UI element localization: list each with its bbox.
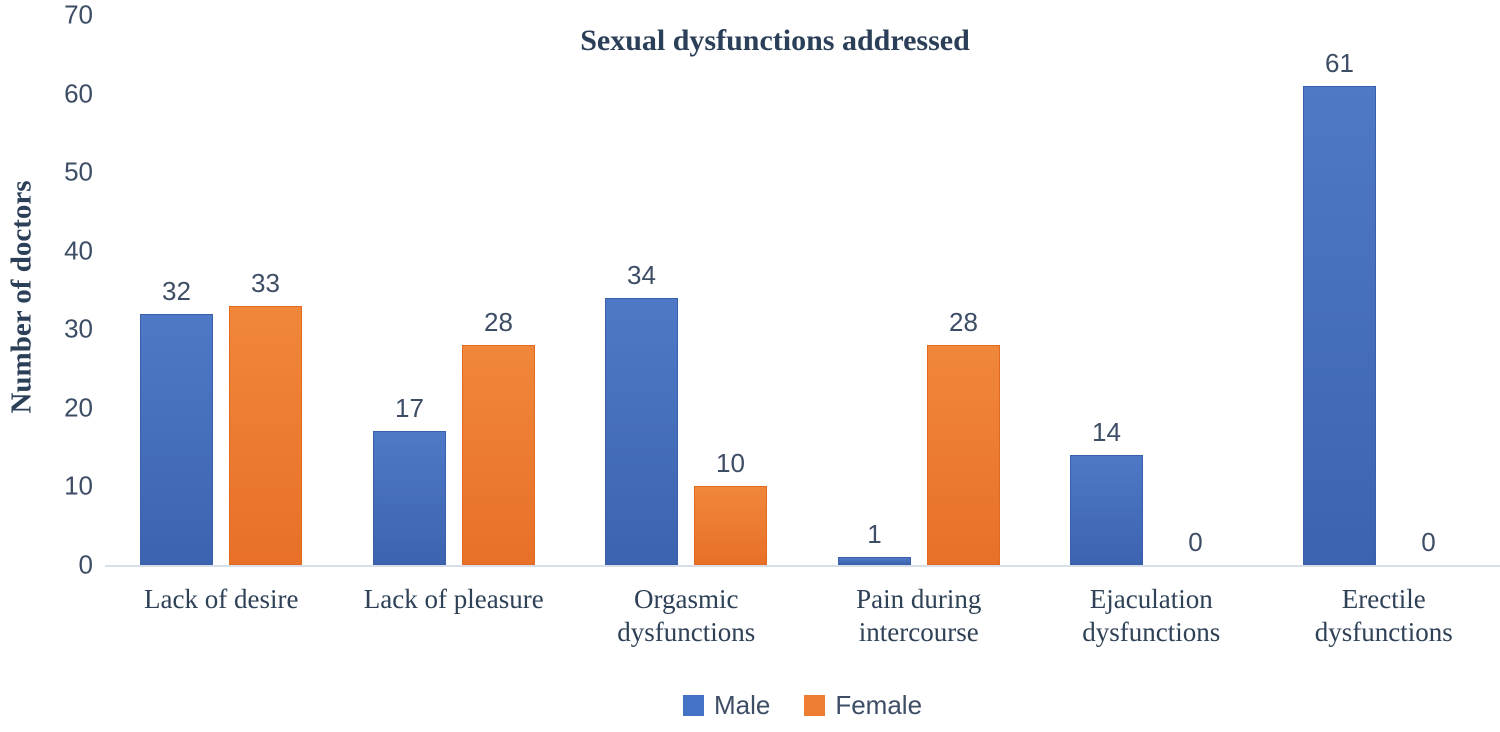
x-axis-label-erectile-dysfunctions: Erectile dysfunctions <box>1314 584 1453 647</box>
plot-area: 32 33 17 28 34 10 1 28 14 0 61 0 <box>105 15 1500 567</box>
x-axis-label-lack-of-desire: Lack of desire <box>144 584 299 614</box>
data-label-female-orgasmic-dysfunctions: 10 <box>716 448 745 478</box>
y-axis-tick-label-0: 0 <box>78 549 93 580</box>
data-label-female-ejaculation-dysfunctions: 0 <box>1188 527 1203 557</box>
data-label-female-lack-of-desire: 33 <box>251 268 280 298</box>
x-axis-label-ejaculation-dysfunctions: Ejaculation dysfunctions <box>1082 584 1221 647</box>
data-label-male-lack-of-desire: 32 <box>162 276 191 306</box>
bar-female-orgasmic-dysfunctions <box>694 486 767 565</box>
y-axis-tick-label-50: 50 <box>64 156 93 187</box>
data-label-female-erectile-dysfunctions: 0 <box>1421 527 1436 557</box>
x-axis-label-lack-of-pleasure: Lack of pleasure <box>363 584 544 614</box>
y-axis-tick-label-70: 70 <box>64 0 93 30</box>
data-label-male-pain-during-intercourse: 1 <box>867 519 882 549</box>
bar-male-lack-of-pleasure <box>373 431 446 565</box>
bar-male-erectile-dysfunctions <box>1303 86 1376 565</box>
chart-title: Sexual dysfunctions addressed <box>580 24 970 57</box>
bar-female-lack-of-pleasure <box>462 345 535 565</box>
y-axis-tick-label-60: 60 <box>64 78 93 109</box>
legend-item-female: Female <box>804 690 922 721</box>
legend: Male Female <box>105 690 1500 721</box>
bar-male-pain-during-intercourse <box>838 557 911 565</box>
x-axis-label-orgasmic-dysfunctions: Orgasmic dysfunctions <box>617 584 756 647</box>
data-label-male-lack-of-pleasure: 17 <box>395 393 424 423</box>
y-axis-tick-label-10: 10 <box>64 470 93 501</box>
y-axis-title: Number of doctors <box>5 180 38 414</box>
y-axis-tick-label-20: 20 <box>64 392 93 423</box>
data-label-male-ejaculation-dysfunctions: 14 <box>1092 417 1121 447</box>
y-axis-tick-label-40: 40 <box>64 235 93 266</box>
data-label-male-erectile-dysfunctions: 61 <box>1325 48 1354 78</box>
bar-female-lack-of-desire <box>229 306 302 565</box>
legend-swatch-male <box>682 695 704 716</box>
bar-male-lack-of-desire <box>140 314 213 565</box>
legend-item-male: Male <box>682 690 771 721</box>
legend-swatch-female <box>804 695 826 716</box>
x-axis-label-pain-during-intercourse: Pain during intercourse <box>856 584 982 647</box>
y-axis-tick-label-30: 30 <box>64 313 93 344</box>
bar-male-ejaculation-dysfunctions <box>1070 455 1143 565</box>
data-label-female-pain-during-intercourse: 28 <box>949 307 978 337</box>
legend-label-male: Male <box>713 690 771 720</box>
legend-label-female: Female <box>835 690 923 720</box>
data-label-female-lack-of-pleasure: 28 <box>484 307 513 337</box>
data-label-male-orgasmic-dysfunctions: 34 <box>627 260 656 290</box>
bar-male-orgasmic-dysfunctions <box>605 298 678 565</box>
bar-female-pain-during-intercourse <box>927 345 1000 565</box>
